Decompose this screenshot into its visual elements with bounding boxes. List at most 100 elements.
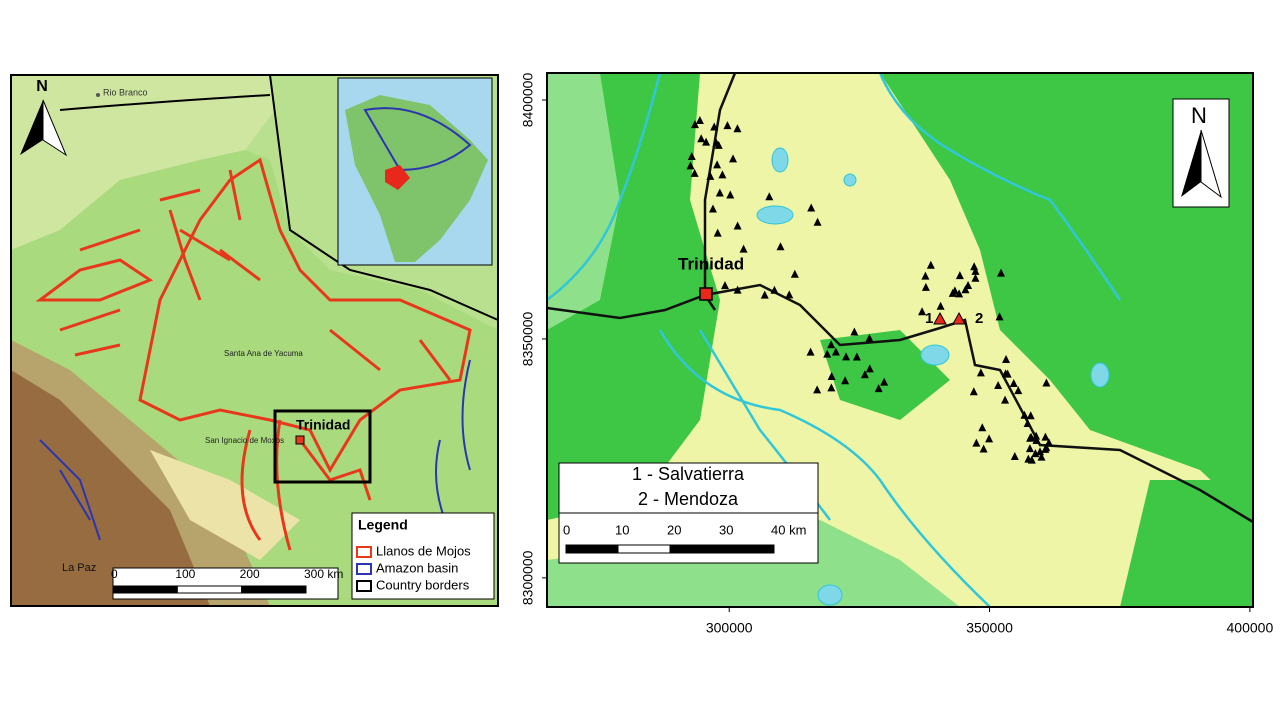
forest [820, 260, 1253, 607]
site-marker [827, 371, 836, 380]
site-marker [994, 381, 1003, 390]
site-marker [1003, 369, 1012, 378]
site-marker [842, 352, 851, 361]
scale-label: 30 [719, 522, 733, 537]
site-marker [976, 368, 985, 377]
site-marker [860, 370, 869, 379]
site-marker [713, 228, 722, 237]
site-marker [921, 282, 930, 291]
y-tick-label: 8350000 [520, 311, 536, 366]
scale-segment [565, 544, 619, 554]
site-marker [936, 301, 945, 310]
site-marker [865, 364, 874, 373]
site-marker [995, 312, 1004, 321]
site-marker [712, 138, 721, 147]
site-marker [770, 285, 779, 294]
site-marker [690, 120, 699, 129]
site-marker [1042, 378, 1051, 387]
legend-swatch [356, 563, 372, 575]
site-marker [827, 383, 836, 392]
site-marker [823, 349, 832, 358]
y-tick-label: 8300000 [520, 550, 536, 605]
scale-label: 20 [667, 522, 681, 537]
left-map: Trinidad Rio Branco Santa Ana de Yacuma … [10, 74, 499, 607]
scale-label: 40 km [771, 522, 806, 537]
north-label: N [36, 78, 48, 95]
site-marker [1032, 431, 1041, 440]
site-marker [921, 271, 930, 280]
site-marker [697, 134, 706, 143]
site-number: 2 [975, 310, 983, 327]
site-marker [1041, 444, 1050, 453]
site-marker [952, 311, 966, 325]
site-marker [972, 438, 981, 447]
scale-label: 10 [615, 522, 629, 537]
site-marker [713, 160, 722, 169]
site-marker [807, 203, 816, 212]
site-marker [1044, 438, 1053, 447]
site-marker [865, 333, 874, 342]
site-marker [733, 221, 742, 230]
site-marker [806, 347, 815, 356]
north-label: N [1191, 103, 1207, 128]
right-map-frame [546, 72, 1254, 608]
site-marker [1037, 452, 1046, 461]
north-arrow [1200, 129, 1222, 199]
place-label: Trinidad [296, 417, 350, 433]
site-marker [723, 121, 732, 130]
site-marker [690, 168, 699, 177]
inset-amazon [363, 107, 472, 172]
site-marker [706, 171, 715, 180]
site-marker [710, 122, 719, 131]
site-name: 1 - Salvatierra [632, 464, 745, 484]
site-marker [813, 385, 822, 394]
legend [351, 512, 495, 600]
site-marker [1023, 419, 1032, 428]
llanos-de-mojos [35, 157, 472, 551]
site-marker [1041, 432, 1050, 441]
site-marker [874, 384, 883, 393]
place-label: Rio Branco [103, 87, 148, 97]
site-marker [852, 352, 861, 361]
terrain [11, 75, 275, 250]
site-marker [985, 434, 994, 443]
scale-label: 0 [111, 567, 118, 581]
inset-llanos [385, 165, 410, 190]
legend-label: Country borders [376, 577, 470, 592]
site-marker [702, 137, 711, 146]
scale-label: 0 [563, 522, 570, 537]
scale-segment [669, 544, 775, 554]
site-marker [880, 377, 889, 386]
amazon-river [39, 439, 101, 541]
site-marker [997, 268, 1006, 277]
site-marker [813, 217, 822, 226]
site-marker [948, 288, 957, 297]
trinidad-region-box [273, 409, 372, 484]
site-marker [765, 192, 774, 201]
legend-label: Amazon basin [376, 560, 458, 575]
scale-segment [176, 585, 243, 594]
site-marker [785, 290, 794, 299]
site-marker [971, 266, 980, 275]
site-marker [979, 444, 988, 453]
x-tick-label: 400000 [1227, 620, 1274, 636]
place-label: Santa Ana de Yacuma [224, 349, 303, 358]
site-marker [1020, 410, 1029, 419]
legend-swatch [356, 580, 372, 592]
site-marker [926, 260, 935, 269]
site-marker [790, 269, 799, 278]
site-marker [827, 340, 836, 349]
site-marker [1026, 433, 1035, 442]
site-marker [708, 204, 717, 213]
trinidad-marker [699, 287, 713, 301]
x-tick-label: 350000 [966, 620, 1013, 636]
site-marker [1001, 395, 1010, 404]
site-marker [718, 170, 727, 179]
site-marker [760, 290, 769, 299]
scale-label: 300 km [304, 567, 343, 581]
site-marker [695, 116, 704, 125]
archaeological-sites [686, 116, 1053, 464]
site-marker [776, 242, 785, 251]
site-marker [1014, 386, 1023, 395]
